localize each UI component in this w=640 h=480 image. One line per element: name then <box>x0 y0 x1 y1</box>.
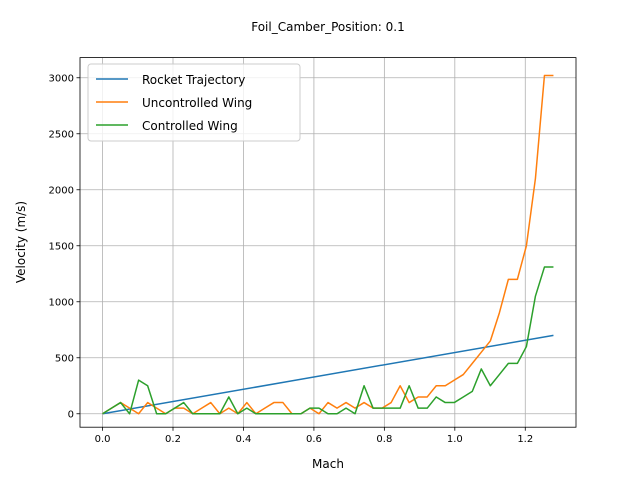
x-tick-label: 0.8 <box>376 434 392 445</box>
legend-label-controlled-wing: Controlled Wing <box>142 119 238 133</box>
y-tick-label: 1500 <box>49 241 74 252</box>
y-tick-label: 500 <box>55 353 74 364</box>
x-tick-label: 0.0 <box>95 434 111 445</box>
y-tick-label: 2000 <box>49 185 74 196</box>
y-tick-label: 3000 <box>49 73 74 84</box>
y-tick-label: 2500 <box>49 129 74 140</box>
legend-label-uncontrolled-wing: Uncontrolled Wing <box>142 96 252 110</box>
y-tick-label: 0 <box>68 409 74 420</box>
legend-frame <box>87 63 301 142</box>
legend: Rocket Trajectory Uncontrolled Wing Cont… <box>87 63 301 142</box>
series-line-rocket-trajectory <box>102 334 554 415</box>
ticks: 0.0 0.2 0.4 0.6 0.8 1.0 1.2 0 500 1000 1500 2000 250… <box>49 73 534 445</box>
chart-title: Foil_Camber_Position: 0.1 <box>251 20 405 34</box>
series-line-controlled-wing <box>102 266 554 415</box>
x-tick-label: 0.6 <box>306 434 322 445</box>
x-tick-label: 0.4 <box>236 434 252 445</box>
y-axis-label: Velocity (m/s) <box>14 201 28 283</box>
y-tick-label: 1000 <box>49 297 74 308</box>
x-tick-label: 1.0 <box>447 434 463 445</box>
x-axis-label: Mach <box>312 457 344 471</box>
legend-label-rocket-trajectory: Rocket Trajectory <box>142 73 245 87</box>
x-tick-label: 1.2 <box>517 434 533 445</box>
x-tick-label: 0.2 <box>165 434 181 445</box>
plot-frame <box>79 57 577 428</box>
series-line-uncontrolled-wing <box>102 74 554 415</box>
series-lines <box>102 74 554 415</box>
